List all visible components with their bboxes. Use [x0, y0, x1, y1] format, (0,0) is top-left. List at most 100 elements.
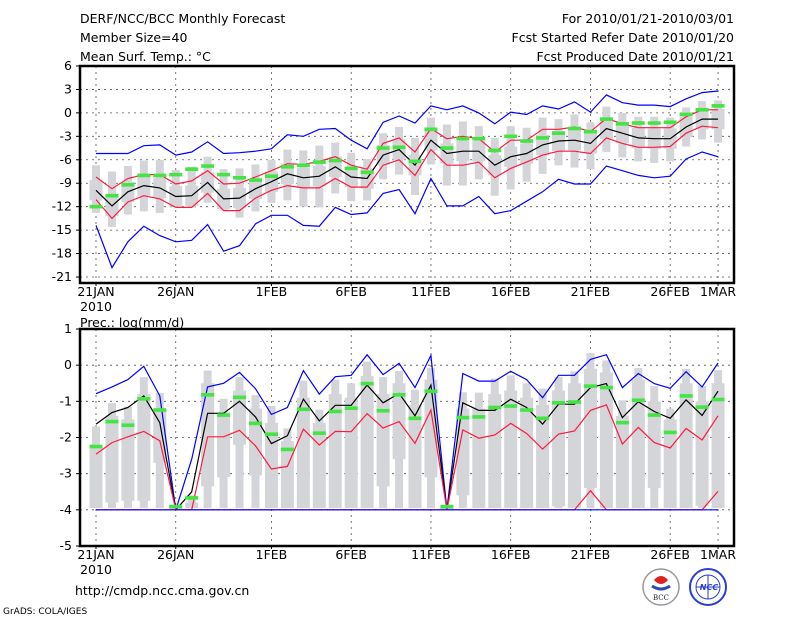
- median-marker: [631, 398, 645, 403]
- x-year-label: 2010: [80, 562, 112, 577]
- median-marker: [185, 167, 199, 171]
- iqr-box: [217, 412, 231, 478]
- iqr-box: [583, 368, 597, 489]
- y-tick-label: -9: [60, 175, 73, 190]
- iqr-box: [328, 394, 342, 509]
- median-marker: [424, 127, 438, 132]
- x-tick-label: 11FEB: [411, 284, 451, 299]
- median-marker: [392, 393, 406, 397]
- series-line-mean: [95, 118, 718, 207]
- x-tick-label: 26JAN: [157, 547, 194, 562]
- median-marker: [344, 406, 358, 411]
- bcc-logo-text: BCC: [653, 594, 669, 602]
- median-marker: [583, 129, 597, 134]
- median-marker: [583, 384, 597, 388]
- grads-credit: GrADS: COLA/IGES: [3, 607, 87, 617]
- y-tick-label: 3: [64, 81, 72, 96]
- iqr-box: [249, 408, 262, 476]
- median-marker: [137, 173, 151, 178]
- median-marker: [201, 393, 215, 397]
- median-marker: [296, 163, 310, 168]
- median-marker: [472, 136, 486, 141]
- x-year-label: 2010: [80, 299, 112, 314]
- x-tick-label: 1MAR: [700, 547, 736, 562]
- iqr-box: [121, 419, 135, 501]
- iqr-box: [568, 383, 581, 509]
- y-tick-label: -12: [52, 199, 72, 214]
- median-marker: [472, 415, 486, 419]
- series-line-max: [96, 90, 719, 156]
- median-marker: [663, 120, 677, 125]
- y-tick-label: 0: [64, 105, 72, 120]
- iqr-box: [185, 502, 199, 509]
- x-tick-label: 1FEB: [256, 284, 288, 299]
- iqr-box: [89, 444, 103, 509]
- website-url[interactable]: http://cmdp.ncc.cma.gov.cn: [75, 583, 249, 598]
- x-tick-label: 11FEB: [411, 547, 451, 562]
- temperature-panel: 6 3 0 -3 -6 -9 -12 -15 -18 -21 21JAN 26JAN 1FEB 6FEB 1…: [52, 58, 737, 314]
- iqr-box: [344, 397, 358, 509]
- y-tick-label: -3: [60, 466, 72, 481]
- median-marker: [711, 397, 725, 402]
- median-marker: [552, 131, 566, 136]
- median-marker: [615, 420, 629, 425]
- iqr-box: [536, 404, 550, 509]
- median-marker: [344, 166, 358, 171]
- median-marker: [105, 419, 119, 424]
- plot-frame: [78, 64, 736, 285]
- median-marker: [312, 160, 326, 164]
- median-marker: [408, 159, 422, 164]
- x-tick-label: 6FEB: [335, 547, 367, 562]
- median-marker: [408, 416, 422, 421]
- x-tick-label: 26JAN: [157, 284, 194, 299]
- temp-panel-label: Mean Surf. Temp.: °C: [80, 49, 211, 64]
- iqr-box: [695, 401, 709, 507]
- median-marker: [89, 444, 103, 449]
- median-marker: [185, 496, 199, 500]
- median-marker: [536, 416, 550, 421]
- median-marker: [137, 397, 151, 401]
- y-tick-label: -6: [60, 152, 73, 167]
- median-marker: [360, 381, 374, 386]
- median-marker: [201, 164, 215, 168]
- iqr-box: [679, 383, 693, 509]
- median-marker: [89, 204, 103, 209]
- median-marker: [488, 148, 502, 153]
- median-marker: [153, 173, 167, 178]
- produced-date: Fcst Produced Date 2010/01/21: [536, 49, 734, 64]
- median-marker: [536, 136, 550, 140]
- median-marker: [440, 504, 454, 509]
- median-marker: [280, 447, 294, 452]
- median-marker: [520, 408, 534, 412]
- median-marker: [568, 400, 581, 404]
- iqr-box: [456, 408, 470, 496]
- x-tick-label: 6FEB: [335, 284, 367, 299]
- median-marker: [217, 413, 231, 417]
- median-marker: [424, 389, 438, 394]
- x-tick-label: 16FEB: [491, 284, 531, 299]
- x-tick-label: 21FEB: [571, 547, 611, 562]
- series-line-mean: [95, 382, 719, 512]
- median-marker: [552, 400, 566, 405]
- start-date: Fcst Started Refer Date 2010/01/20: [512, 30, 735, 45]
- y-tick-label: -3: [60, 128, 72, 143]
- median-marker: [264, 174, 278, 178]
- median-marker: [249, 421, 262, 426]
- y-tick-label: 6: [64, 58, 72, 73]
- y-tick-label: -5: [60, 538, 72, 553]
- median-marker: [615, 122, 629, 126]
- median-marker: [488, 405, 502, 410]
- y-tick-label: -15: [52, 222, 72, 237]
- iqr-box: [201, 383, 215, 487]
- median-marker: [249, 178, 262, 182]
- iqr-box: [520, 397, 534, 509]
- iqr-box: [615, 415, 629, 509]
- y-tick-label: 0: [64, 357, 72, 372]
- iqr-box: [105, 415, 119, 503]
- iqr-box: [647, 401, 661, 489]
- iqr-box: [424, 379, 438, 478]
- x-tick-label: 26FEB: [650, 547, 690, 562]
- median-marker: [360, 170, 374, 175]
- series-line-max: [95, 353, 719, 510]
